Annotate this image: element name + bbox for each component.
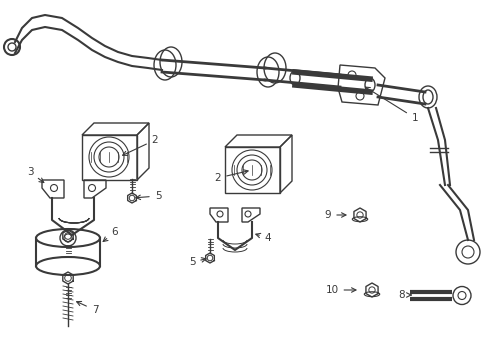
Text: 3: 3: [26, 167, 44, 183]
Text: 6: 6: [103, 227, 118, 242]
Text: 2: 2: [215, 170, 248, 183]
Text: 9: 9: [325, 210, 346, 220]
Text: 5: 5: [136, 191, 161, 201]
Text: 10: 10: [325, 285, 356, 295]
Text: 5: 5: [189, 257, 206, 267]
Text: 4: 4: [256, 233, 271, 243]
Text: 8: 8: [399, 290, 411, 300]
Text: 7: 7: [76, 301, 98, 315]
Text: 1: 1: [366, 87, 418, 123]
Text: 2: 2: [122, 135, 158, 156]
